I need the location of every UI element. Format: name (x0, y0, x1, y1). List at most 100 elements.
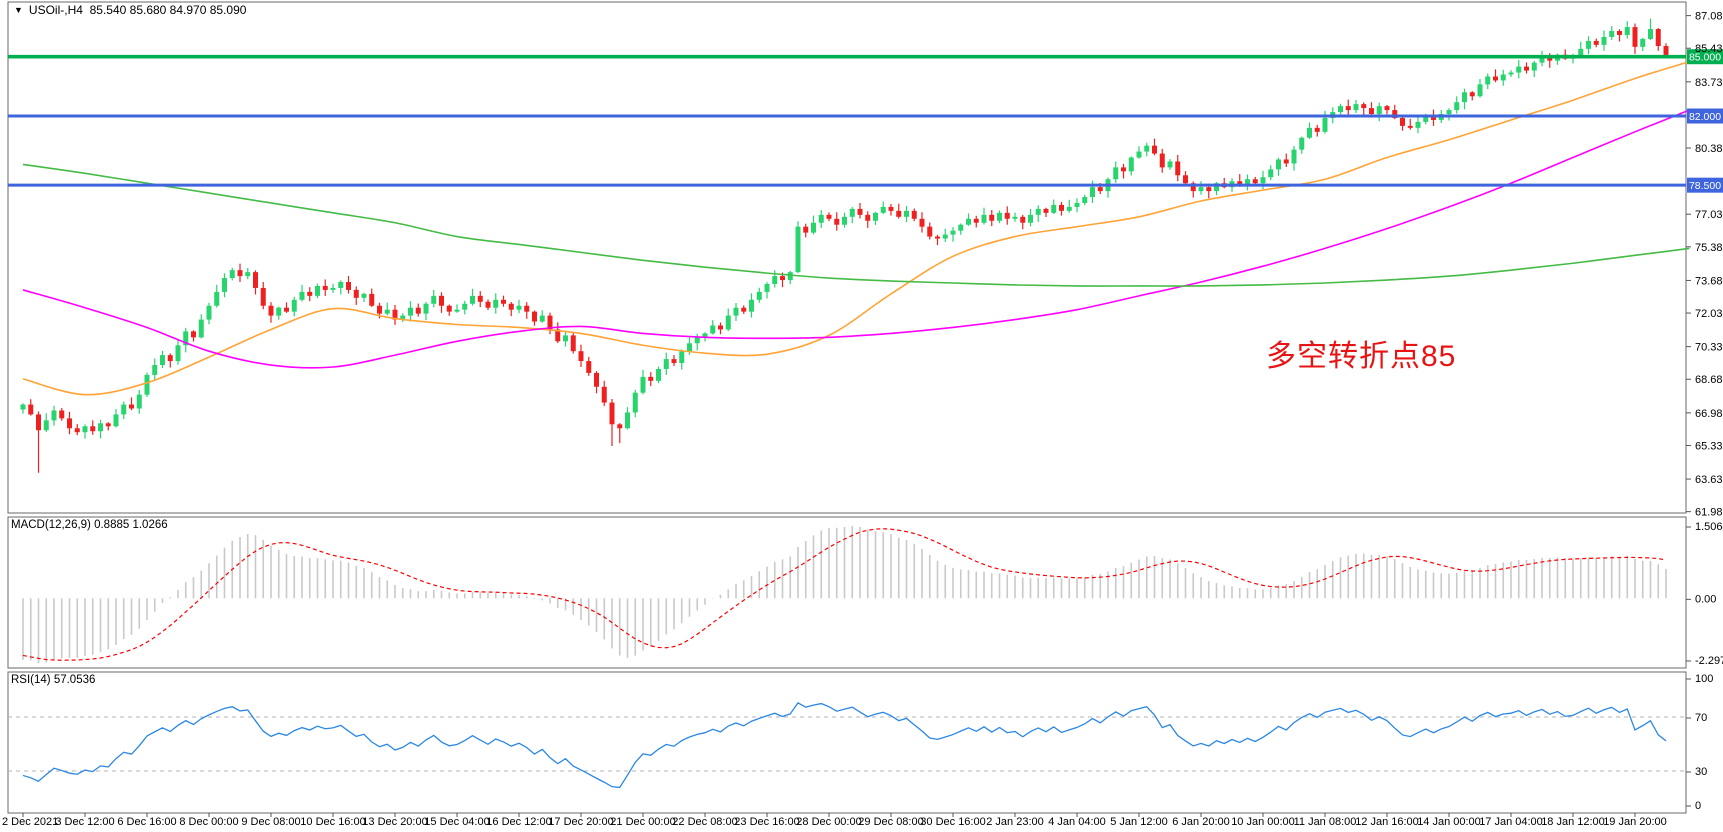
candle-body (539, 315, 545, 322)
date-axis-label: 22 Dec 08:00 (672, 816, 737, 828)
rsi-axis-label: 70 (1695, 712, 1707, 724)
candle-body (1547, 56, 1553, 61)
candle-body (59, 410, 65, 419)
candle-body (710, 325, 716, 334)
chart-title: ▼ USOil-,H4 85.540 85.680 84.970 85.090 (14, 3, 246, 17)
candle-body (1345, 106, 1351, 111)
candle-body (392, 309, 398, 320)
candle-body (1082, 197, 1088, 203)
date-axis-label: 21 Dec 00:00 (610, 816, 675, 828)
candle-body (245, 272, 251, 277)
candle-body (927, 226, 933, 237)
price-axis-label: 70.330 (1695, 342, 1723, 354)
candle-body (950, 230, 956, 235)
candle-body (718, 325, 723, 330)
candle-body (1493, 76, 1498, 81)
candle-body (222, 278, 227, 292)
candle-body (601, 386, 607, 403)
date-axis-label: 9 Dec 08:00 (241, 816, 300, 828)
date-axis-label: 19 Jan 20:00 (1603, 816, 1667, 828)
candle-body (896, 210, 902, 217)
candle-body (749, 299, 754, 312)
candle-body (152, 365, 158, 375)
candle-body (1531, 62, 1537, 71)
candle-body (1663, 46, 1669, 55)
candle-body (671, 359, 677, 364)
rsi-axis-label: 100 (1695, 673, 1713, 685)
price-axis-label: 85.430 (1695, 43, 1723, 55)
candle-body (1090, 187, 1095, 198)
candle-body (1113, 167, 1119, 180)
candle-body (811, 222, 816, 233)
candle-body (1097, 187, 1103, 192)
price-axis-label: 65.330 (1695, 440, 1723, 452)
candle-body (818, 214, 824, 223)
candle-body (656, 368, 661, 381)
candle-body (826, 214, 832, 219)
candle-body (1121, 167, 1126, 172)
ma-mid-magenta-line (22, 109, 1690, 369)
candle-body (1074, 202, 1080, 207)
price-axis-label: 75.380 (1695, 242, 1723, 254)
price-axis-label: 80.380 (1695, 143, 1723, 155)
symbol-period-label: USOil-,H4 (28, 3, 83, 17)
date-axis-label: 30 Dec 16:00 (920, 816, 985, 828)
candle-body (857, 208, 863, 215)
price-axis-label: 73.680 (1695, 275, 1723, 287)
candle-body (586, 361, 592, 373)
candle-body (43, 420, 49, 431)
date-axis-label: 10 Jan 00:00 (1231, 816, 1295, 828)
date-axis-label: 16 Dec 12:00 (486, 816, 551, 828)
candle-body (191, 331, 196, 338)
candle-body (1648, 29, 1653, 39)
candle-body (454, 309, 460, 312)
candle-body (679, 351, 685, 364)
date-axis-label: 23 Dec 16:00 (734, 816, 799, 828)
candle-body (888, 206, 894, 211)
dropdown-arrow-icon[interactable]: ▼ (14, 5, 23, 15)
candle-body (400, 315, 406, 320)
candle-body (764, 283, 770, 292)
candle-body (555, 329, 561, 342)
candle-body (1539, 56, 1545, 63)
candle-body (1376, 106, 1382, 115)
date-axis-label: 2 Jan 23:00 (986, 816, 1044, 828)
candle-body (1167, 161, 1173, 168)
candle-body (524, 305, 530, 312)
candle-body (1338, 106, 1343, 113)
candle-body (1508, 72, 1514, 75)
candle-body (1252, 179, 1258, 184)
candle-body (1423, 116, 1429, 122)
candle-body (1152, 145, 1157, 154)
candle-body (1586, 40, 1591, 49)
candle-body (508, 303, 514, 310)
candle-body (1469, 92, 1475, 97)
candle-body (1384, 106, 1390, 111)
candle-body (1415, 121, 1421, 128)
candle-body (795, 226, 801, 273)
candle-body (756, 291, 762, 300)
candle-body (1524, 66, 1529, 71)
candle-body (1578, 48, 1584, 57)
candle-body (1144, 145, 1150, 152)
candle-body (873, 212, 878, 221)
candle-body (1190, 183, 1196, 192)
candle-body (1640, 38, 1646, 47)
candle-body (361, 293, 367, 298)
candle-body (384, 309, 390, 314)
candle-body (423, 303, 429, 314)
candle-body (1353, 104, 1359, 111)
candle-body (1617, 31, 1622, 35)
candle-body (1283, 159, 1289, 164)
date-axis-label: 15 Dec 04:00 (424, 816, 489, 828)
candle-body (74, 428, 80, 433)
price-axis-label: 68.680 (1695, 374, 1723, 386)
date-axis-label: 10 Dec 16:00 (300, 816, 365, 828)
candle-body (470, 295, 475, 304)
candle-body (28, 404, 34, 415)
candle-body (1609, 31, 1615, 37)
candle-body (787, 272, 793, 281)
candle-body (346, 282, 351, 290)
